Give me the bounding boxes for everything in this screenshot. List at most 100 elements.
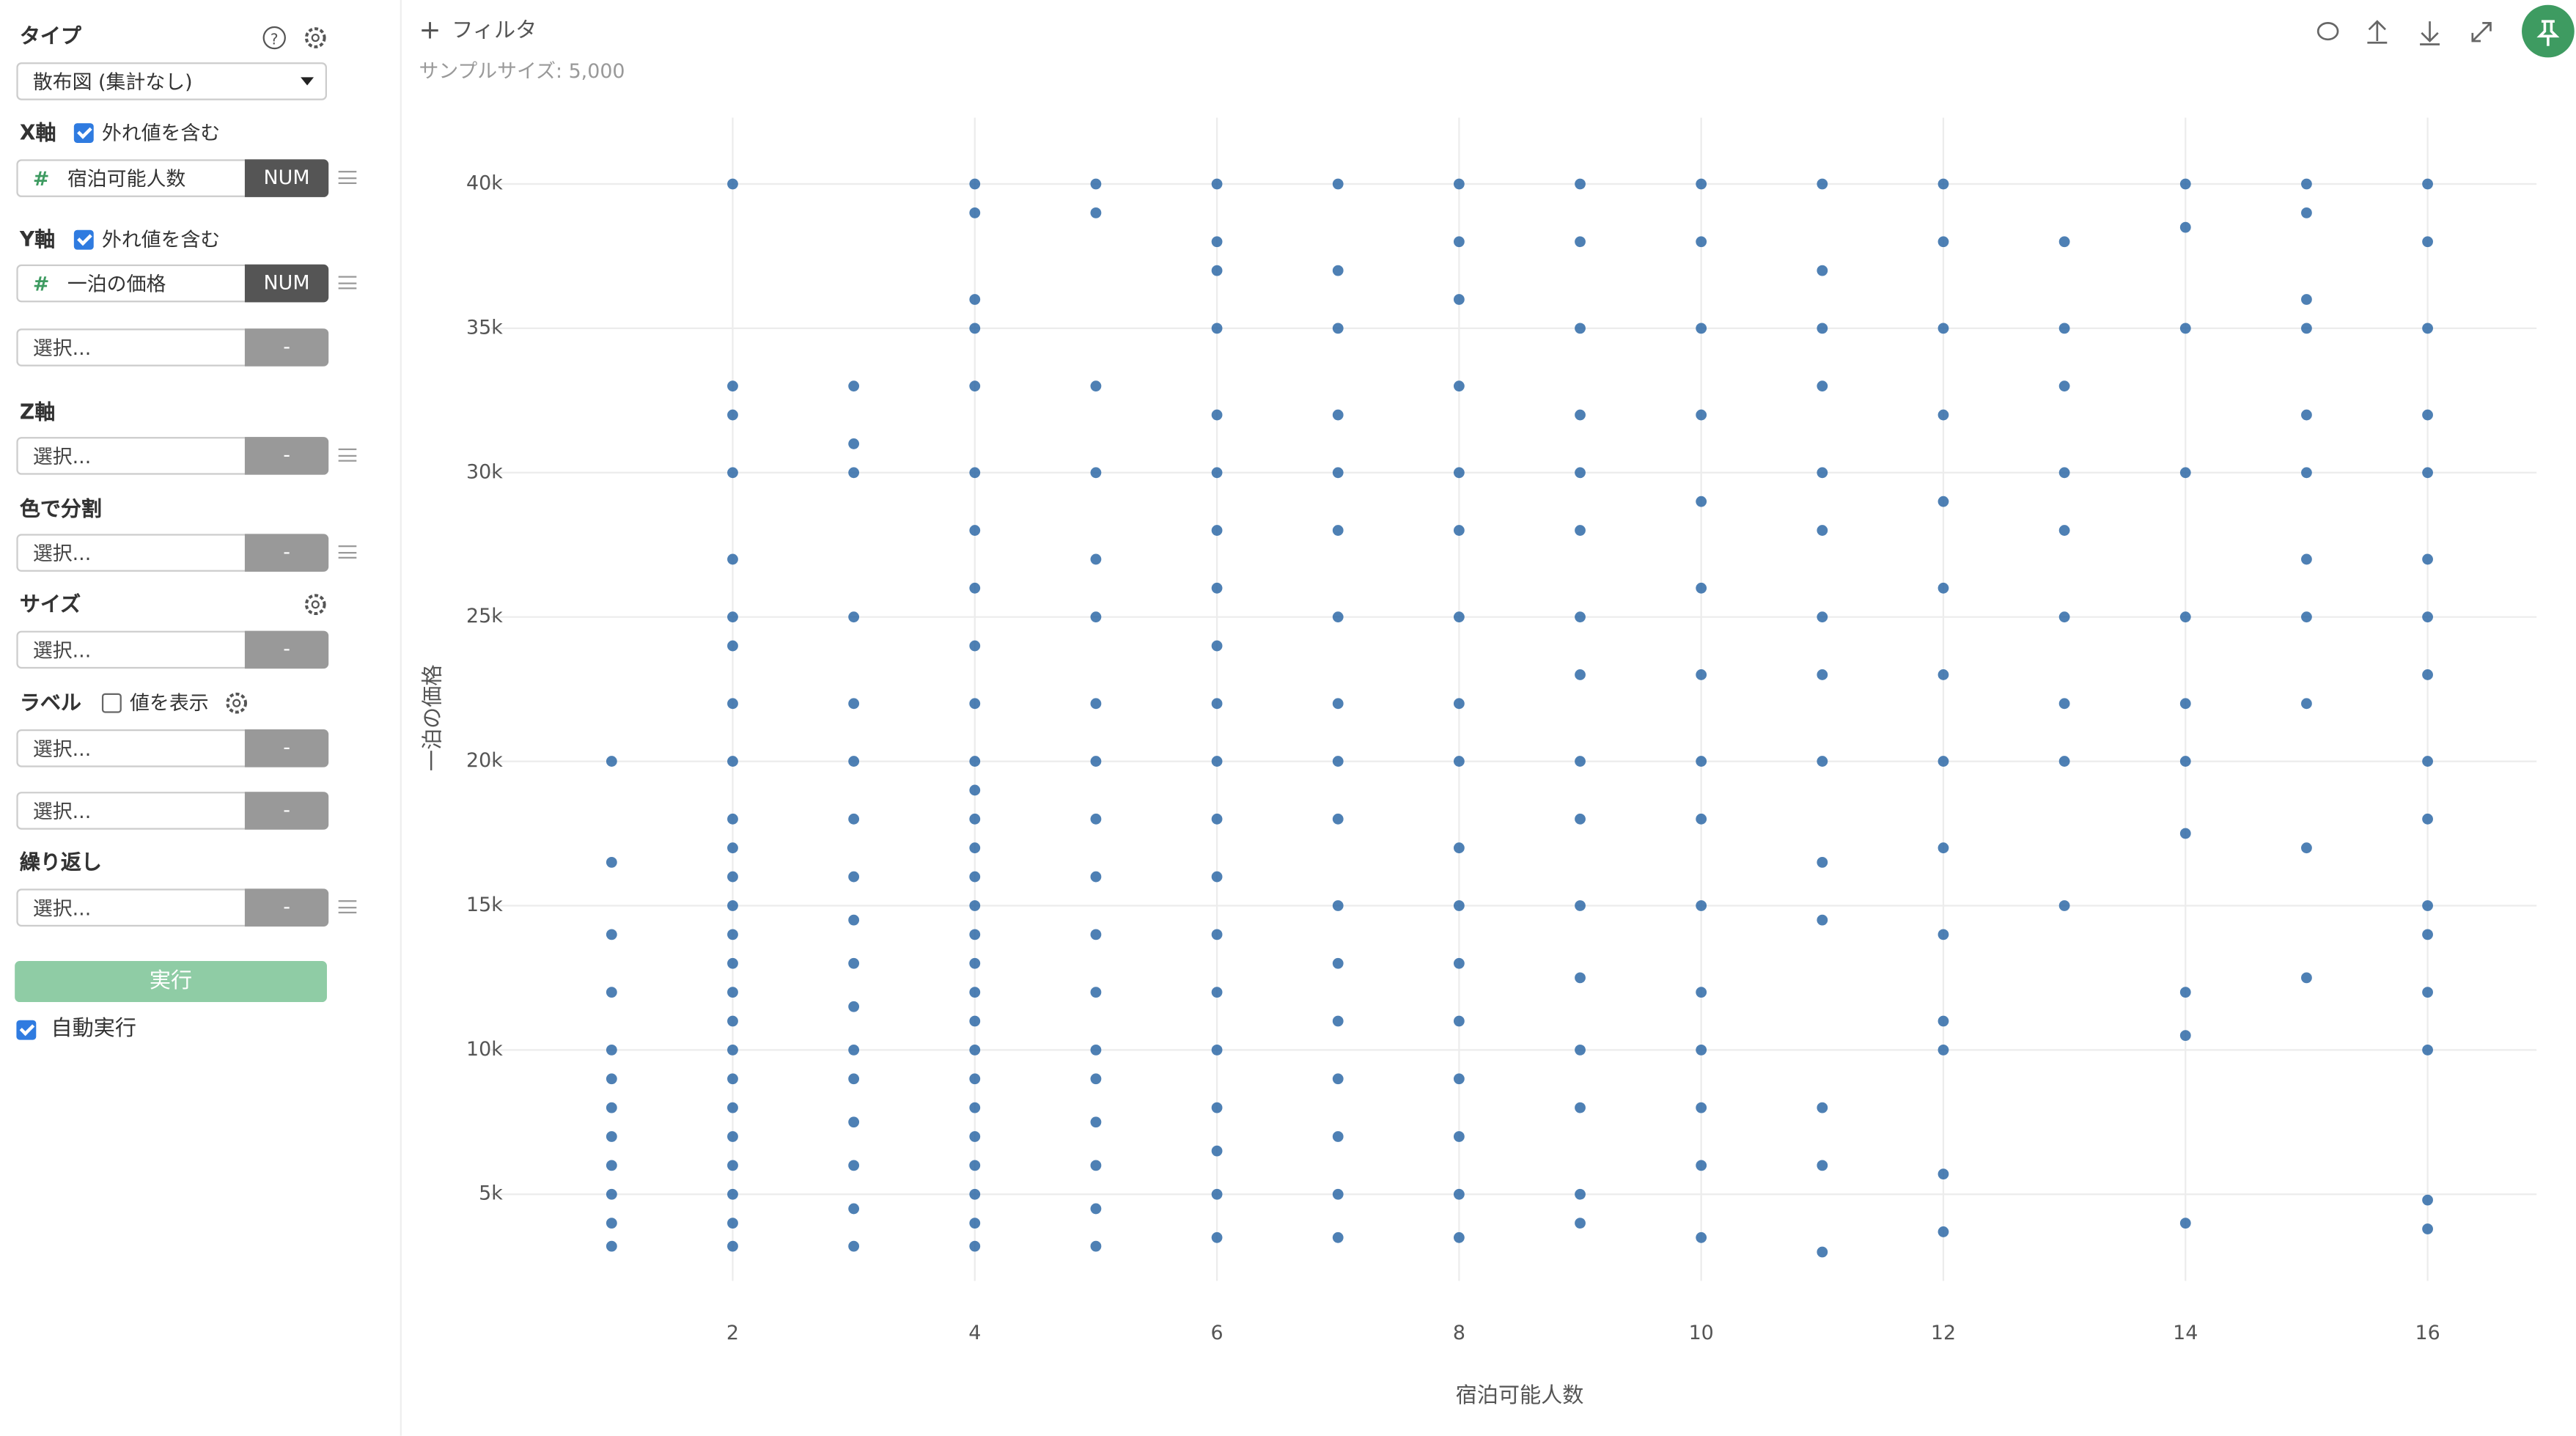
field-slot[interactable]: 選択... - [16, 534, 329, 572]
point [606, 856, 617, 868]
point [1090, 813, 1102, 825]
expand-icon[interactable] [2471, 22, 2492, 43]
auto-run-checkbox[interactable] [16, 1020, 37, 1040]
pin-icon [2536, 20, 2560, 46]
point [969, 929, 981, 940]
point [969, 871, 981, 883]
pin-button[interactable] [2522, 4, 2575, 58]
point [1332, 1231, 1344, 1243]
size-gear[interactable] [302, 592, 328, 618]
field-slot[interactable]: 選択... - [16, 328, 329, 367]
y-tick-label: 40k [466, 172, 503, 195]
point [1211, 640, 1223, 652]
point [606, 1160, 617, 1171]
point [727, 871, 738, 883]
point [727, 756, 738, 767]
point [606, 1044, 617, 1056]
slot-type[interactable]: - [244, 328, 329, 367]
point [1211, 236, 1223, 248]
point [2058, 900, 2070, 911]
point [727, 813, 738, 825]
x-field[interactable]: # 宿泊可能人数 NUM [16, 159, 329, 197]
point [1090, 987, 1102, 998]
point [1696, 178, 1707, 190]
point [1090, 1160, 1102, 1171]
y-field-type[interactable]: NUM [244, 264, 329, 303]
help-icon[interactable] [262, 26, 286, 50]
slot-type[interactable]: - [244, 437, 329, 475]
slot-placeholder: 選択... [32, 638, 92, 663]
point [2422, 1223, 2433, 1234]
field-slot[interactable]: 選択... - [16, 630, 329, 669]
upload-icon[interactable] [2367, 20, 2388, 44]
point [1575, 1218, 1586, 1229]
slot-placeholder: 選択... [32, 896, 92, 920]
y-outlier-checkbox[interactable] [73, 229, 94, 250]
point [2058, 698, 2070, 710]
drag-handle[interactable] [338, 448, 357, 462]
download-icon[interactable] [2420, 21, 2440, 45]
point [1211, 178, 1223, 190]
point [2301, 553, 2312, 565]
x-outlier-checkbox[interactable] [73, 123, 94, 143]
x-field-type[interactable]: NUM [244, 159, 329, 197]
filter-button[interactable]: フィルタ [452, 18, 537, 43]
point [1090, 698, 1102, 710]
y-field[interactable]: # 一泊の価格 NUM [16, 264, 329, 303]
point [1575, 1102, 1586, 1113]
y-tick-label: 10k [466, 1038, 503, 1061]
y-axis-label: 一泊の価格 [420, 665, 445, 772]
slot-type[interactable]: - [244, 534, 329, 572]
point [2301, 409, 2312, 421]
field-slot[interactable]: 選択... - [16, 729, 329, 767]
point [1696, 900, 1707, 911]
point [848, 467, 860, 479]
point [727, 1240, 738, 1252]
point [727, 929, 738, 940]
field-slot[interactable]: 選択... - [16, 437, 329, 475]
point [848, 698, 860, 710]
gear-icon[interactable] [304, 27, 326, 48]
point [969, 380, 981, 392]
drag-handle[interactable] [338, 171, 357, 184]
field-slot[interactable]: 選択... - [16, 888, 329, 927]
point [2179, 987, 2191, 998]
point [1332, 323, 1344, 334]
point [1696, 496, 1707, 507]
comment-icon[interactable] [2316, 22, 2339, 41]
point [2301, 323, 2312, 334]
label-show-checkbox[interactable] [101, 693, 122, 713]
point [1332, 178, 1344, 190]
type-select[interactable]: 散布図 (集計なし) [16, 62, 327, 100]
point [727, 900, 738, 911]
x-outlier-text: 外れ値を含む [101, 121, 221, 145]
point [969, 1240, 981, 1252]
point [1817, 323, 1828, 334]
type-icons: ? [262, 26, 326, 50]
slot-type[interactable]: - [244, 792, 329, 830]
point [969, 1218, 981, 1229]
point [1453, 842, 1465, 854]
field-slot[interactable]: 選択... - [16, 792, 329, 830]
drag-handle[interactable] [338, 276, 357, 290]
slot-type[interactable]: - [244, 888, 329, 927]
point [969, 698, 981, 710]
run-button[interactable]: 実行 [15, 961, 327, 1003]
drag-handle[interactable] [338, 545, 357, 559]
point [1575, 467, 1586, 479]
slot-type[interactable]: - [244, 729, 329, 767]
label-gear[interactable] [224, 690, 250, 716]
point [1211, 813, 1223, 825]
point [727, 178, 738, 190]
point [1332, 525, 1344, 536]
z-axis-label: Z軸 [19, 399, 56, 424]
drag-handle[interactable] [338, 900, 357, 914]
point [848, 1160, 860, 1171]
point [1090, 1203, 1102, 1215]
filter-plus[interactable]: + [419, 15, 441, 45]
sample-size: サンプルサイズ: 5,000 [419, 60, 625, 83]
point [2422, 1194, 2433, 1206]
slot-type[interactable]: - [244, 630, 329, 669]
point [2422, 409, 2433, 421]
point [969, 1131, 981, 1142]
